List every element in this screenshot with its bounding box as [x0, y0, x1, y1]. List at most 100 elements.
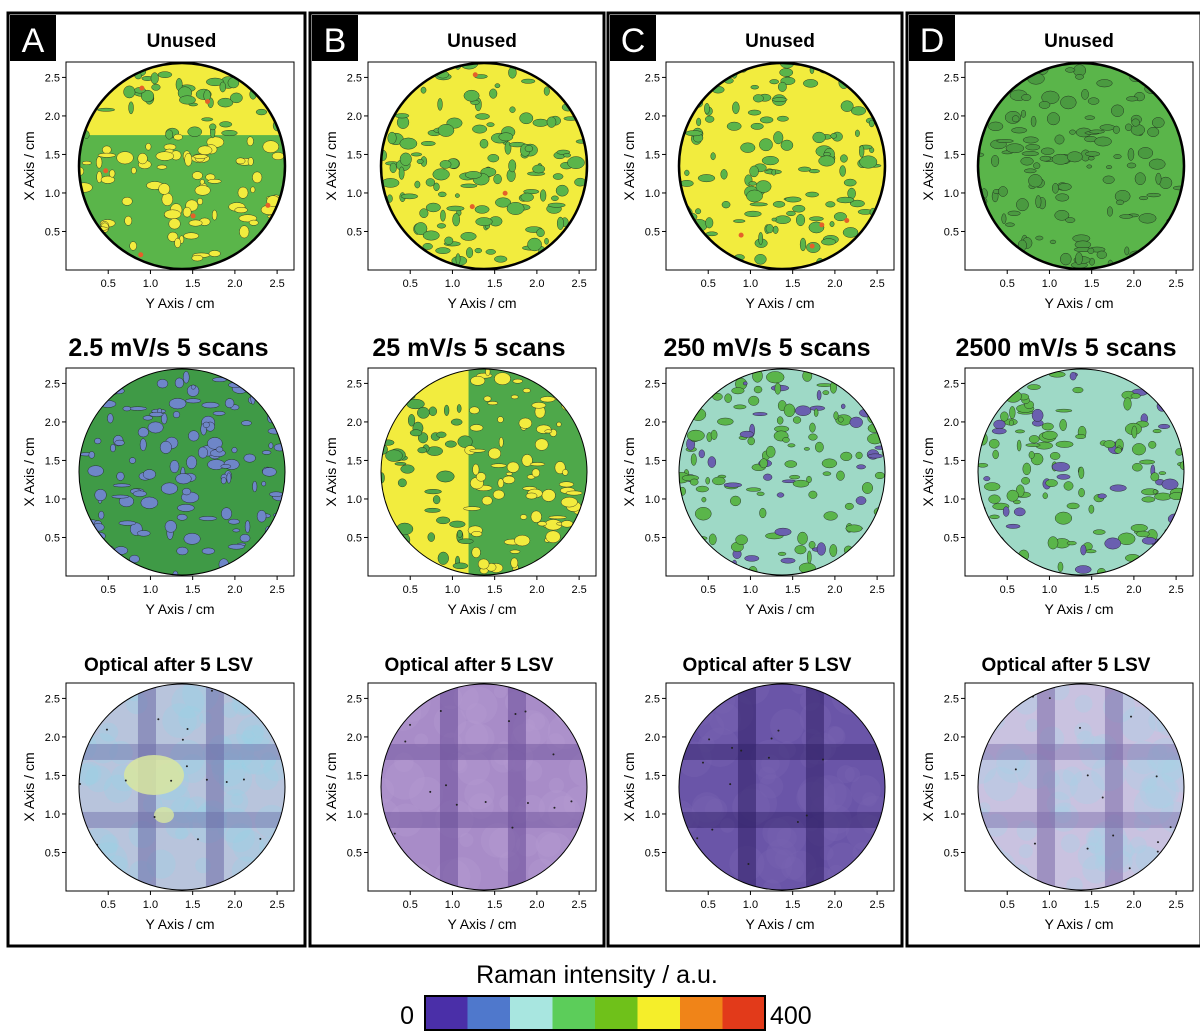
map-patch — [558, 552, 576, 561]
optical-tint — [480, 823, 516, 858]
map-patch — [792, 479, 810, 488]
optical-tint — [1085, 830, 1102, 846]
y-axis-label: X Axis / cm — [21, 752, 37, 821]
map-patch — [1007, 210, 1021, 216]
map-patch — [562, 469, 569, 476]
map-patch — [215, 446, 224, 453]
map-patch — [174, 237, 181, 248]
y-tick-label: 1.0 — [347, 188, 362, 200]
optical-tint — [392, 868, 416, 890]
map-patch — [1069, 372, 1077, 381]
optical-tint — [822, 783, 853, 814]
optical-tint — [844, 766, 861, 783]
map-patch — [111, 252, 120, 263]
map-patch — [444, 236, 454, 245]
map-patch — [1103, 440, 1116, 449]
map-patch — [1123, 397, 1132, 411]
map-patch — [1023, 369, 1029, 382]
map-patch — [822, 471, 832, 476]
x-tick-label: 1.0 — [143, 899, 158, 911]
map-patch — [1141, 496, 1156, 503]
map-patch — [460, 183, 478, 188]
optical-tint — [548, 872, 578, 890]
plot-frame — [367, 61, 597, 271]
unused-plot: Unused 0.5 1.0 1.5 2.0 2.5 0.5 1.0 1.5 2.0 2.5 Y Ax… — [621, 31, 895, 311]
map-patch — [759, 116, 774, 124]
map-patch — [556, 421, 562, 427]
y-axis-label: X Axis / cm — [920, 752, 936, 821]
plot-frame — [65, 682, 295, 892]
optical-speck — [740, 749, 743, 752]
map-patch — [978, 63, 986, 70]
map-patch — [754, 254, 767, 265]
map-patch — [869, 220, 885, 232]
map-patch — [1012, 115, 1020, 123]
map-patch — [1054, 134, 1065, 145]
map-patch — [680, 237, 698, 249]
map-patch — [94, 370, 101, 381]
map-patch — [1113, 154, 1122, 159]
map-patch — [520, 514, 528, 520]
optical-tint — [381, 707, 392, 723]
map-patch — [530, 510, 542, 523]
map-patch — [259, 74, 272, 87]
map-patch — [1057, 183, 1072, 191]
optical-tint — [389, 803, 423, 837]
optical-tint — [862, 792, 877, 807]
map-area — [679, 63, 885, 269]
map-patch — [1114, 447, 1122, 454]
optical-tint — [822, 804, 852, 834]
map-patch — [773, 131, 784, 145]
map-patch — [560, 496, 578, 508]
map-patch — [833, 411, 839, 420]
optical-grid-band — [679, 743, 885, 760]
optical-speck — [708, 738, 711, 741]
x-tick-label: 2.5 — [269, 278, 284, 290]
optical-tint — [535, 831, 562, 857]
optical-tint — [1014, 690, 1039, 715]
optical-speck — [259, 837, 262, 840]
colorbar-swatches — [424, 995, 766, 1031]
x-axis-label: Y Axis / cm — [1045, 916, 1114, 932]
optical-tint — [720, 818, 735, 833]
optical-speck — [153, 816, 156, 819]
sample-outline — [380, 683, 588, 891]
map-patch — [90, 245, 103, 250]
map-patch — [212, 411, 226, 416]
map-patch — [510, 557, 519, 569]
x-tick-label: 0.5 — [403, 899, 418, 911]
x-tick-label: 0.5 — [101, 278, 116, 290]
map-patch — [1005, 523, 1021, 529]
y-tick-label: 1.5 — [347, 770, 362, 782]
map-patch — [733, 219, 746, 223]
map-patch — [129, 457, 136, 464]
x-tick-label: 1.5 — [1084, 278, 1099, 290]
optical-tint — [693, 687, 713, 707]
y-tick-label: 2.5 — [944, 72, 959, 84]
optical-grid-band — [381, 811, 587, 828]
x-tick-label: 2.5 — [269, 584, 284, 596]
optical-speck — [1128, 867, 1131, 870]
y-tick-label: 2.5 — [645, 693, 660, 705]
map-patch — [772, 225, 779, 234]
x-tick-label: 0.5 — [101, 584, 116, 596]
map-patch — [129, 241, 137, 251]
map-patch — [261, 481, 267, 487]
map-patch — [758, 232, 764, 245]
y-tick-label: 1.5 — [45, 770, 60, 782]
optical-speck — [686, 695, 689, 698]
optical-plot: Optical after 5 LSV 0.5 1.0 1.5 2.0 2.5 0.5 1.0… — [920, 655, 1194, 932]
map-patch — [704, 103, 710, 115]
optical-title: Optical after 5 LSV — [683, 655, 852, 676]
optical-speck — [170, 779, 173, 782]
optical-speck — [731, 746, 734, 749]
x-tick-label: 1.5 — [185, 278, 200, 290]
map-hotspot — [819, 222, 825, 228]
panel-letter: B — [324, 22, 347, 60]
map-patch — [679, 255, 688, 264]
sample-outline — [78, 683, 286, 891]
optical-tint — [761, 754, 780, 774]
x-tick-label: 2.0 — [827, 278, 842, 290]
x-tick-label: 1.5 — [1084, 584, 1099, 596]
map-patch — [755, 180, 772, 193]
